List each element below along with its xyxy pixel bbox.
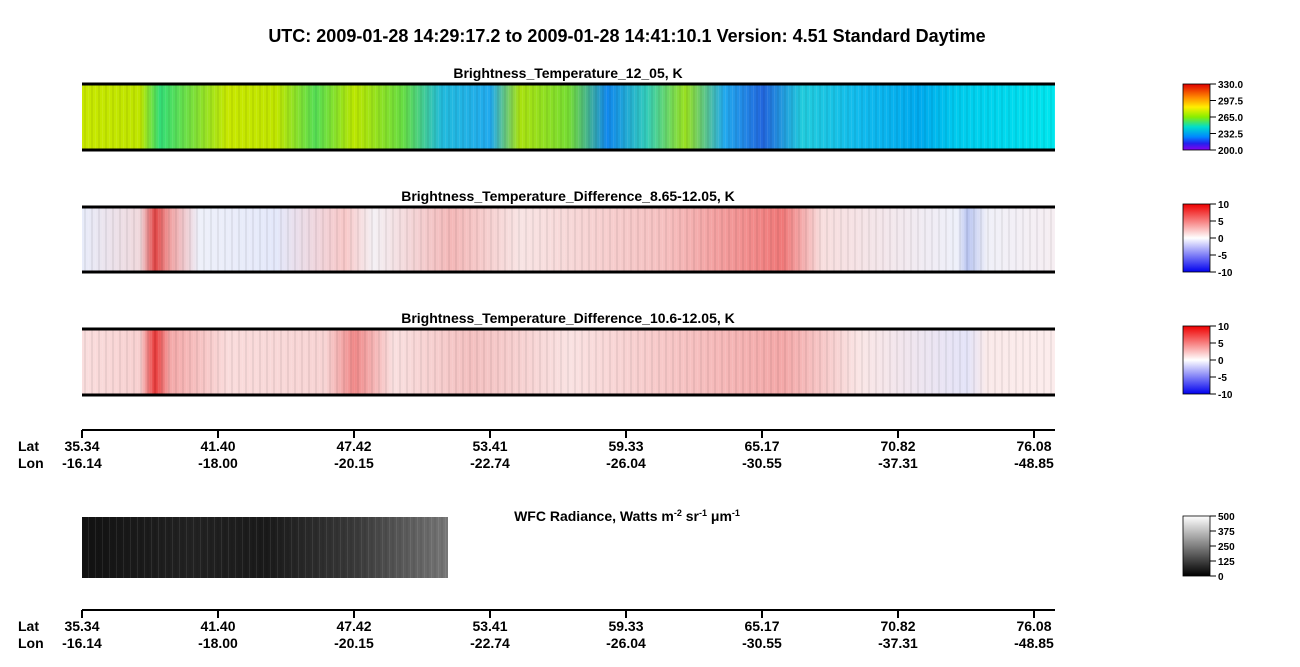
lon-value: -22.74 xyxy=(470,635,510,651)
lat-value: 53.41 xyxy=(472,438,507,454)
wfc-texture xyxy=(82,517,448,578)
lat-value: 65.17 xyxy=(744,618,779,634)
colorbar-label: 0 xyxy=(1218,356,1224,367)
colorbar xyxy=(1182,203,1211,273)
lon-value: -48.85 xyxy=(1014,635,1054,651)
colorbar-label: 5 xyxy=(1218,339,1224,350)
title-sup: -1 xyxy=(699,508,707,518)
colorbar-label: 125 xyxy=(1218,557,1235,568)
lat-value: 35.34 xyxy=(64,438,99,454)
colorbar-label: 265.0 xyxy=(1218,113,1243,124)
swath-texture xyxy=(82,208,1055,272)
colorbar-label: -10 xyxy=(1218,268,1233,279)
title-part: WFC Radiance, Watts m xyxy=(514,508,674,524)
colorbar-label: 500 xyxy=(1218,512,1235,523)
lon-value: -18.00 xyxy=(198,455,238,471)
title-part: sr xyxy=(682,508,700,524)
lat-label: Lat xyxy=(18,438,39,454)
lat-value: 47.42 xyxy=(336,438,371,454)
colorbar-label: 5 xyxy=(1218,217,1224,228)
colorbar-label: 297.5 xyxy=(1218,97,1243,108)
panel-title: Brightness_Temperature_Difference_10.6-1… xyxy=(401,310,735,326)
swath-borders xyxy=(82,82,1055,397)
lon-value: -30.55 xyxy=(742,455,782,471)
swath-texture xyxy=(82,85,1055,150)
lon-value: -16.14 xyxy=(62,455,102,471)
lon-label: Lon xyxy=(18,635,44,651)
lat-value: 35.34 xyxy=(64,618,99,634)
lon-value: -48.85 xyxy=(1014,455,1054,471)
colorbar-label: 200.0 xyxy=(1218,146,1243,157)
colorbar xyxy=(1182,325,1211,395)
lon-label: Lon xyxy=(18,455,44,471)
panel-title: Brightness_Temperature_Difference_8.65-1… xyxy=(401,188,735,204)
title-sup: -1 xyxy=(732,508,740,518)
colorbar-label: -5 xyxy=(1218,373,1227,384)
colorbar-label: 0 xyxy=(1218,572,1224,583)
colorbar-label: -10 xyxy=(1218,390,1233,401)
colorbar-label: 232.5 xyxy=(1218,130,1243,141)
colorbar xyxy=(1182,515,1211,577)
lat-value: 47.42 xyxy=(336,618,371,634)
lon-value: -30.55 xyxy=(742,635,782,651)
lat-value: 59.33 xyxy=(608,438,643,454)
title-sup: -2 xyxy=(674,508,682,518)
wfc-title: WFC Radiance, Watts m-2 sr-1 μm-1 xyxy=(514,508,740,524)
lon-value: -22.74 xyxy=(470,455,510,471)
lon-value: -26.04 xyxy=(606,635,646,651)
lat-value: 53.41 xyxy=(472,618,507,634)
colorbar-label: 10 xyxy=(1218,200,1230,211)
lon-value: -20.15 xyxy=(334,455,374,471)
lat-value: 76.08 xyxy=(1016,618,1051,634)
lat-value: 59.33 xyxy=(608,618,643,634)
lat-value: 70.82 xyxy=(880,438,915,454)
lon-value: -26.04 xyxy=(606,455,646,471)
lon-value: -18.00 xyxy=(198,635,238,651)
title-part: μm xyxy=(707,508,732,524)
colorbar-label: 250 xyxy=(1218,542,1235,553)
lon-value: -37.31 xyxy=(878,455,918,471)
colorbar xyxy=(1182,83,1211,151)
lat-value: 41.40 xyxy=(200,618,235,634)
lat-value: 70.82 xyxy=(880,618,915,634)
lat-value: 41.40 xyxy=(200,438,235,454)
lat-value: 65.17 xyxy=(744,438,779,454)
colorbar-label: -5 xyxy=(1218,251,1227,262)
colorbar-label: 375 xyxy=(1218,527,1235,538)
colorbar-label: 330.0 xyxy=(1218,80,1243,91)
lat-value: 76.08 xyxy=(1016,438,1051,454)
page-title: UTC: 2009-01-28 14:29:17.2 to 2009-01-28… xyxy=(268,26,985,46)
lat-label: Lat xyxy=(18,618,39,634)
colorbar-label: 0 xyxy=(1218,234,1224,245)
swath-texture xyxy=(82,330,1055,395)
colorbar-label: 10 xyxy=(1218,322,1230,333)
panel-title: Brightness_Temperature_12_05, K xyxy=(453,65,682,81)
lon-value: -16.14 xyxy=(62,635,102,651)
lon-value: -20.15 xyxy=(334,635,374,651)
lon-value: -37.31 xyxy=(878,635,918,651)
